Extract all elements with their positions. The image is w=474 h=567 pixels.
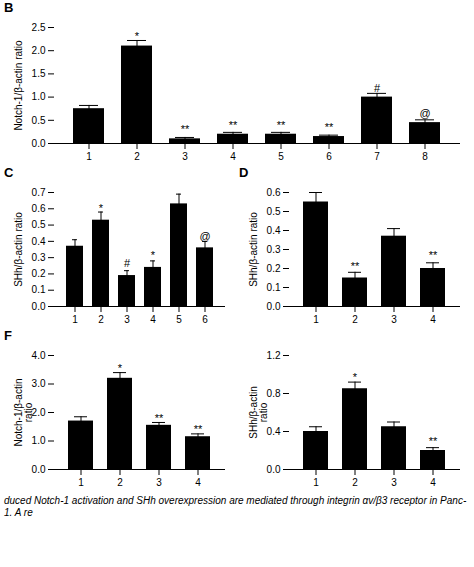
svg-text:0.5: 0.5: [267, 206, 281, 217]
html-text:C: C: [4, 165, 14, 180]
svg-text:1.0: 1.0: [32, 435, 46, 446]
svg-text:2: 2: [134, 151, 140, 162]
svg-text:1.5: 1.5: [32, 68, 46, 79]
svg-text:3.0: 3.0: [32, 378, 46, 389]
html-text:D: D: [239, 165, 249, 180]
svg-text:4: 4: [430, 314, 436, 325]
html-text:B: B: [4, 0, 14, 15]
svg-text:2.0: 2.0: [32, 407, 46, 418]
svg-text:0.0: 0.0: [32, 301, 46, 312]
svg-text:2: 2: [98, 314, 104, 325]
svg-text:Notch-1/β-actinratio: Notch-1/β-actinratio: [13, 379, 34, 447]
svg-text:4: 4: [150, 314, 156, 325]
svg-text:*: *: [151, 249, 156, 261]
svg-text:3: 3: [182, 151, 188, 162]
svg-text:**: **: [229, 119, 238, 131]
svg-text:0.4: 0.4: [267, 426, 281, 437]
svg-text:SHh/β-actinratio: SHh/β-actinratio: [248, 386, 269, 438]
svg-text:0.2: 0.2: [267, 263, 281, 274]
svg-text:0.5: 0.5: [32, 219, 46, 230]
svg-text:**: **: [429, 249, 438, 261]
svg-text:**: **: [277, 119, 286, 131]
svg-text:2: 2: [352, 314, 358, 325]
svg-text:*: *: [135, 30, 140, 42]
svg-text:**: **: [325, 121, 334, 133]
svg-text:2.5: 2.5: [32, 22, 46, 33]
svg-text:3: 3: [124, 314, 130, 325]
svg-text:@: @: [199, 230, 210, 242]
svg-text:0.4: 0.4: [32, 236, 46, 247]
svg-text:0.0: 0.0: [32, 138, 46, 149]
svg-text:3: 3: [156, 477, 162, 488]
svg-text:0.4: 0.4: [267, 225, 281, 236]
svg-text:2.0: 2.0: [32, 45, 46, 56]
svg-text:#: #: [374, 82, 381, 94]
svg-text:4.0: 4.0: [32, 350, 46, 361]
svg-text:**: **: [155, 412, 164, 424]
svg-text:0.3: 0.3: [32, 252, 46, 263]
svg-text:4: 4: [430, 477, 436, 488]
svg-text:0.1: 0.1: [32, 284, 46, 295]
html-text:duced Notch-1 activation and S: duced Notch-1 activation and SHh overexp…: [4, 495, 467, 518]
svg-text:2: 2: [352, 477, 358, 488]
svg-text:1: 1: [313, 314, 319, 325]
svg-text:2: 2: [117, 477, 123, 488]
svg-text:**: **: [351, 260, 360, 272]
svg-text:*: *: [118, 362, 123, 374]
html-text:F: F: [4, 328, 12, 343]
svg-text:4: 4: [230, 151, 236, 162]
svg-text:*: *: [353, 371, 358, 383]
svg-text:*: *: [99, 202, 104, 214]
svg-text:0.0: 0.0: [32, 464, 46, 475]
svg-text:6: 6: [202, 314, 208, 325]
svg-text:4: 4: [195, 477, 201, 488]
svg-text:SHh/β-actin ratio: SHh/β-actin ratio: [248, 212, 259, 287]
svg-text:0.7: 0.7: [32, 187, 46, 198]
svg-text:1: 1: [86, 151, 92, 162]
svg-text:@: @: [419, 107, 430, 119]
svg-text:5: 5: [176, 314, 182, 325]
svg-text:SHh/β-actin ratio: SHh/β-actin ratio: [13, 212, 24, 287]
svg-text:**: **: [181, 123, 190, 135]
svg-text:8: 8: [422, 151, 428, 162]
svg-text:0.6: 0.6: [32, 203, 46, 214]
svg-text:Notch-1/β-actin ratio: Notch-1/β-actin ratio: [13, 40, 24, 131]
svg-text:0.8: 0.8: [267, 388, 281, 399]
svg-text:7: 7: [374, 151, 380, 162]
svg-text:1.2: 1.2: [267, 350, 281, 361]
svg-text:5: 5: [278, 151, 284, 162]
svg-text:0.0: 0.0: [267, 464, 281, 475]
svg-text:0.6: 0.6: [267, 187, 281, 198]
svg-text:1.0: 1.0: [32, 91, 46, 102]
svg-text:0.0: 0.0: [267, 301, 281, 312]
svg-text:1: 1: [313, 477, 319, 488]
svg-text:**: **: [194, 423, 203, 435]
svg-text:0.2: 0.2: [32, 268, 46, 279]
svg-text:3: 3: [391, 477, 397, 488]
svg-text:**: **: [429, 435, 438, 447]
svg-text:#: #: [124, 257, 131, 269]
svg-text:1: 1: [78, 477, 84, 488]
svg-text:0.3: 0.3: [267, 244, 281, 255]
svg-text:1: 1: [72, 314, 78, 325]
svg-text:0.5: 0.5: [32, 115, 46, 126]
svg-text:0.1: 0.1: [267, 282, 281, 293]
svg-text:3: 3: [391, 314, 397, 325]
svg-text:6: 6: [326, 151, 332, 162]
